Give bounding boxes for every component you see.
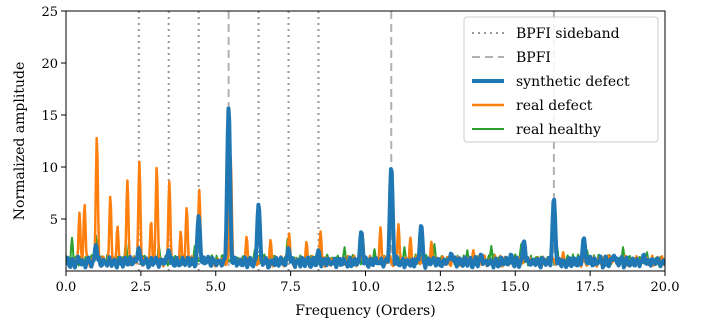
y-tick-label: 15 bbox=[41, 109, 58, 124]
y-tick-label: 25 bbox=[41, 5, 58, 20]
legend-label-synthetic-defect: synthetic defect bbox=[516, 74, 630, 90]
y-tick-label: 5 bbox=[50, 213, 58, 228]
x-tick-label: 10.0 bbox=[351, 280, 380, 295]
legend-label-bpfi: BPFI bbox=[516, 50, 551, 66]
y-axis-label: Normalized amplitude bbox=[12, 62, 28, 220]
legend-label-bpfi-sideband: BPFI sideband bbox=[516, 26, 620, 42]
x-tick-label: 12.5 bbox=[426, 280, 455, 295]
x-tick-label: 17.5 bbox=[576, 280, 605, 295]
legend-label-real-defect: real defect bbox=[516, 98, 593, 114]
series-line-synthetic-defect bbox=[66, 106, 665, 270]
x-tick-label: 7.5 bbox=[280, 280, 301, 295]
y-tick-label: 20 bbox=[41, 57, 58, 72]
legend: BPFI sideband BPFI synthetic defect real de… bbox=[463, 16, 659, 143]
x-tick-label: 0.0 bbox=[56, 280, 77, 295]
x-axis-label: Frequency (Orders) bbox=[295, 303, 435, 319]
legend-label-real-healthy: real healthy bbox=[516, 122, 601, 138]
y-tick-label: 10 bbox=[41, 161, 58, 176]
x-tick-label: 20.0 bbox=[651, 280, 680, 295]
series-layer bbox=[66, 106, 665, 270]
x-tick-label: 5.0 bbox=[205, 280, 226, 295]
legend-box bbox=[463, 16, 659, 143]
x-tick-label: 15.0 bbox=[501, 280, 530, 295]
x-tick-label: 2.5 bbox=[131, 280, 152, 295]
axes: 0.0 2.5 5.0 7.5 10.0 12.5 15.0 17.5 20.0 5 10 15 20 2… bbox=[41, 5, 679, 295]
